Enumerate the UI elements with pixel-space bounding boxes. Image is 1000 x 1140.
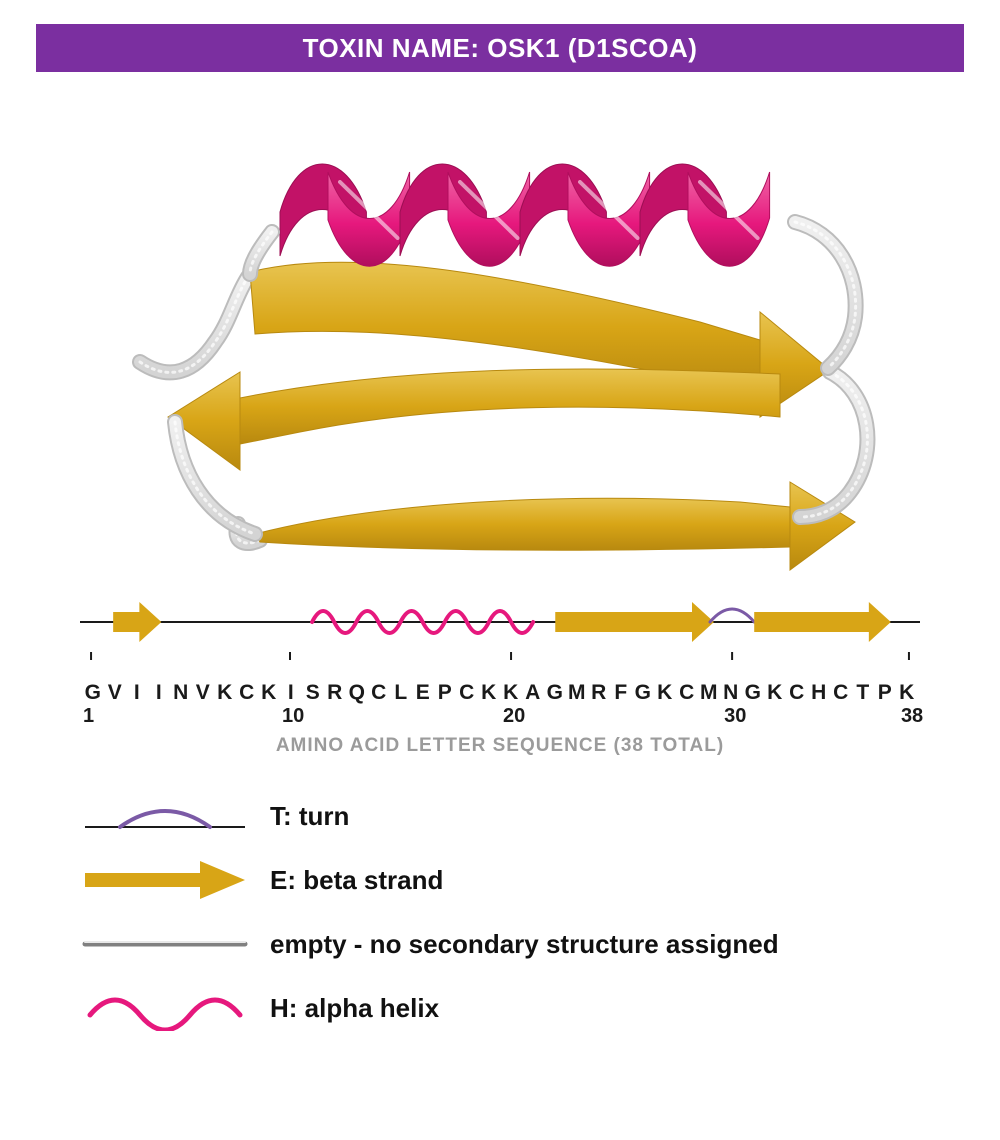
legend-icon-helix xyxy=(80,985,250,1031)
residue-letter: V xyxy=(104,681,126,705)
residue-letter: K xyxy=(214,681,236,705)
residue-letter: E xyxy=(412,681,434,705)
residue-letter: P xyxy=(434,681,456,705)
sequence-letters: GVIINVKCKISRQCLEPCKKAGMRFGKCMNGKCHCTPK xyxy=(80,681,920,705)
residue-letter: S xyxy=(302,681,324,705)
track-strand xyxy=(555,602,714,642)
residue-letter: G xyxy=(742,681,764,705)
residue-letter: C xyxy=(236,681,258,705)
residue-letter: F xyxy=(610,681,632,705)
residue-letter: H xyxy=(808,681,830,705)
residue-letter: C xyxy=(830,681,852,705)
residue-letter: A xyxy=(522,681,544,705)
residue-letter: K xyxy=(654,681,676,705)
legend-row-E: E: beta strand xyxy=(80,857,920,903)
legend-icon-turn xyxy=(80,793,250,839)
residue-letter: V xyxy=(192,681,214,705)
title-bar: TOXIN NAME: OSK1 (D1SCOA) xyxy=(36,24,964,72)
residue-letter: T xyxy=(852,681,874,705)
residue-letter: N xyxy=(720,681,742,705)
sequence-track: GVIINVKCKISRQCLEPCKKAGMRFGKCMNGKCHCTPK 1… xyxy=(0,572,1000,757)
residue-letter: R xyxy=(588,681,610,705)
residue-letter: M xyxy=(698,681,720,705)
residue-letter: C xyxy=(676,681,698,705)
residue-letter: M xyxy=(566,681,588,705)
legend: T: turn E: beta strand empty - no seconda… xyxy=(0,757,1000,1031)
residue-letter: I xyxy=(148,681,170,705)
residue-letter: P xyxy=(874,681,896,705)
legend-row-T: T: turn xyxy=(80,793,920,839)
residue-letter: G xyxy=(544,681,566,705)
tick-label: 38 xyxy=(901,705,923,728)
residue-letter: I xyxy=(126,681,148,705)
track-strand xyxy=(754,602,891,642)
legend-row-H: H: alpha helix xyxy=(80,985,920,1031)
residue-letter: K xyxy=(764,681,786,705)
residue-letter: L xyxy=(390,681,412,705)
residue-letter: C xyxy=(456,681,478,705)
legend-icon-strand xyxy=(80,857,250,903)
legend-label: empty - no secondary structure assigned xyxy=(270,929,779,960)
residue-letter: K xyxy=(478,681,500,705)
legend-label: E: beta strand xyxy=(270,865,443,896)
track-strand xyxy=(113,602,161,642)
residue-letter: C xyxy=(786,681,808,705)
tick-label: 30 xyxy=(724,705,746,728)
legend-label: T: turn xyxy=(270,801,349,832)
legend-row-empty: empty - no secondary structure assigned xyxy=(80,921,920,967)
legend-label: H: alpha helix xyxy=(270,993,439,1024)
sequence-ticks: 1 10 20 30 38 xyxy=(80,705,920,731)
page-title: TOXIN NAME: OSK1 (D1SCOA) xyxy=(303,33,698,64)
residue-letter: K xyxy=(258,681,280,705)
track-turn xyxy=(710,609,754,622)
residue-letter: Q xyxy=(346,681,368,705)
legend-icon-empty xyxy=(80,921,250,967)
tick-label: 10 xyxy=(282,705,304,728)
sequence-caption: AMINO ACID LETTER SEQUENCE (38 TOTAL) xyxy=(80,735,920,757)
tick-label: 1 xyxy=(83,705,94,728)
residue-letter: K xyxy=(896,681,918,705)
tick-label: 20 xyxy=(503,705,525,728)
residue-letter: N xyxy=(170,681,192,705)
residue-letter: G xyxy=(632,681,654,705)
residue-letter: R xyxy=(324,681,346,705)
ribbon-3d-view xyxy=(0,72,1000,572)
residue-letter: G xyxy=(82,681,104,705)
residue-letter: I xyxy=(280,681,302,705)
residue-letter: K xyxy=(500,681,522,705)
residue-letter: C xyxy=(368,681,390,705)
